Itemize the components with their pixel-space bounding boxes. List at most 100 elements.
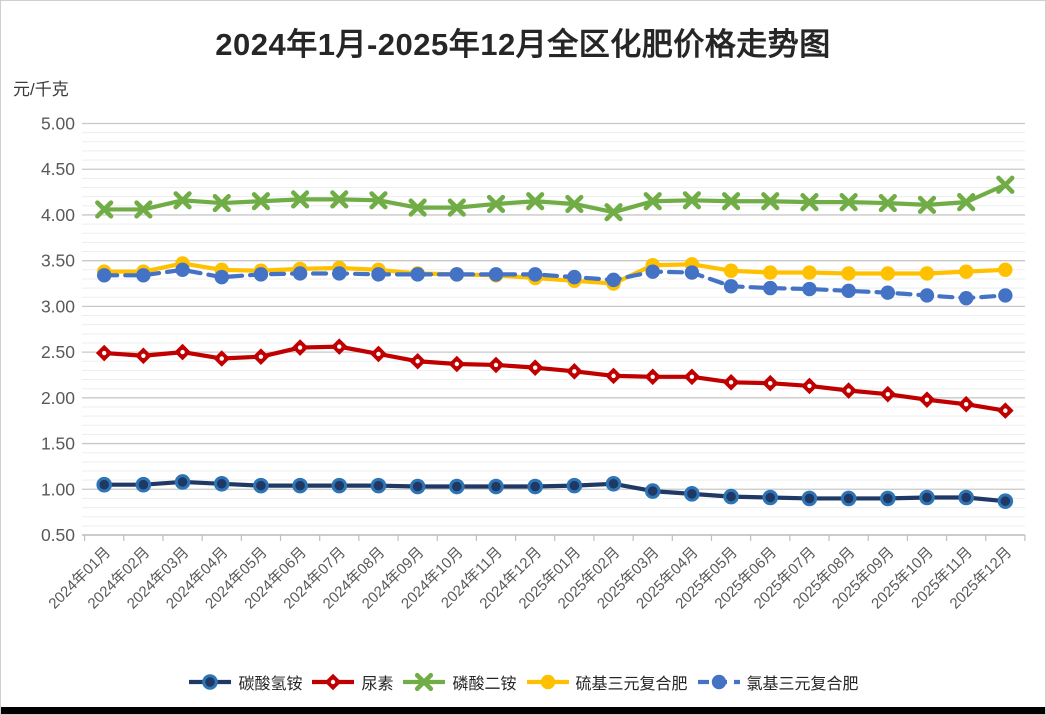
point-diammonium-phosphate-19: [839, 193, 858, 212]
point-diammonium-phosphate-22: [957, 193, 976, 212]
legend-marker-ammonium-bicarbonate: [202, 674, 219, 690]
point-chlorine-based-compound-8: [410, 267, 425, 282]
diamond-center-dot: [376, 351, 381, 357]
legend-marker-diammonium-phosphate: [415, 672, 434, 692]
y-axis-labels: 0.50 1.00 1.50 2.00 2.50 3.00 3.50 4.00 4.50 5.00: [41, 114, 75, 546]
point-chlorine-based-compound-4: [253, 267, 269, 282]
diamond-center-dot: [963, 402, 969, 407]
point-chlorine-based-compound-12: [567, 269, 582, 285]
diamond-center-dot: [493, 362, 499, 368]
point-chlorine-based-compound-21: [919, 288, 935, 303]
y-tick-label: 4.50: [41, 159, 75, 179]
point-diammonium-phosphate-16: [721, 192, 741, 211]
point-chlorine-based-compound-17: [763, 280, 778, 296]
line-diammonium-phosphate: [102, 182, 1008, 215]
point-chlorine-based-compound-19: [841, 283, 856, 299]
point-chlorine-based-compound-9: [449, 267, 465, 282]
point-ammonium-bicarbonate-3: [213, 475, 230, 492]
point-ammonium-bicarbonate-16: [723, 488, 739, 505]
y-tick-label: 3.00: [41, 296, 75, 316]
diamond-center-dot: [807, 383, 812, 389]
legend-item-urea: 尿素: [310, 670, 393, 694]
diamond-center-dot: [337, 344, 342, 349]
point-sulfur-based-compound-17: [763, 265, 778, 280]
point-diammonium-phosphate-1: [134, 200, 153, 219]
point-ammonium-bicarbonate-0: [96, 476, 112, 493]
line-sulfur-based-compound: [102, 261, 1008, 286]
legend-label-diammonium-phosphate: 磷酸二铵: [452, 676, 517, 693]
point-ammonium-bicarbonate-4: [253, 477, 269, 494]
point-ammonium-bicarbonate-8: [409, 478, 426, 495]
point-diammonium-phosphate-11: [526, 192, 545, 211]
point-ammonium-bicarbonate-20: [880, 490, 896, 507]
diamond-center-dot: [689, 374, 695, 380]
point-chlorine-based-compound-20: [880, 285, 895, 300]
point-chlorine-based-compound-23: [998, 288, 1013, 303]
series-chlorine-based-compound: [97, 262, 1013, 306]
point-sulfur-based-compound-22: [958, 264, 974, 279]
legend-item-ammonium-bicarbonate: 碳酸氢铵: [187, 670, 302, 694]
y-tick-label: 4.00: [41, 205, 75, 225]
diamond-center-dot: [141, 353, 146, 358]
chart-legend: 碳酸氢铵 尿素 磷酸二铵 硫基三元复合肥 氯基三元复合肥: [1, 670, 1045, 694]
point-ammonium-bicarbonate-7: [370, 477, 387, 494]
point-diammonium-phosphate-13: [604, 203, 623, 222]
legend-sample-sulfur-based-compound: [526, 674, 569, 690]
diamond-center-dot: [728, 380, 734, 385]
point-sulfur-based-compound-19: [841, 266, 856, 281]
point-ammonium-bicarbonate-10: [488, 478, 504, 495]
point-sulfur-based-compound-18: [802, 265, 817, 280]
diamond-center-dot: [102, 350, 107, 356]
y-tick-label: 2.00: [41, 388, 75, 408]
point-chlorine-based-compound-3: [214, 269, 229, 285]
point-chlorine-based-compound-22: [958, 290, 974, 306]
point-ammonium-bicarbonate-2: [174, 474, 191, 490]
point-ammonium-bicarbonate-14: [644, 483, 661, 499]
point-chlorine-based-compound-11: [527, 267, 543, 282]
legend-label-ammonium-bicarbonate: 碳酸氢铵: [238, 676, 303, 693]
y-tick-label: 2.50: [41, 342, 75, 362]
point-sulfur-based-compound-23: [998, 262, 1013, 278]
legend-sample-diammonium-phosphate: [403, 672, 446, 692]
series-sulfur-based-compound: [97, 256, 1013, 291]
y-tick-label: 0.50: [41, 525, 75, 545]
point-chlorine-based-compound-0: [97, 268, 112, 283]
series-diammonium-phosphate: [95, 175, 1015, 222]
legend-item-sulfur-based-compound: 硫基三元复合肥: [525, 670, 688, 694]
legend-marker-chlorine-based-compound: [711, 674, 726, 690]
diamond-center-dot: [219, 356, 224, 361]
point-ammonium-bicarbonate-11: [527, 478, 543, 495]
point-ammonium-bicarbonate-23: [997, 493, 1014, 509]
point-chlorine-based-compound-1: [136, 268, 151, 283]
y-tick-label: 1.50: [41, 434, 75, 454]
point-ammonium-bicarbonate-17: [762, 489, 779, 506]
point-diammonium-phosphate-0: [95, 200, 114, 219]
point-diammonium-phosphate-20: [878, 193, 897, 213]
diamond-center-dot: [846, 388, 851, 393]
point-diammonium-phosphate-7: [369, 191, 388, 210]
minor-gridlines: [82, 132, 1025, 527]
y-tick-label: 3.50: [41, 251, 75, 271]
y-tick-label: 5.00: [41, 114, 75, 134]
diamond-center-dot: [297, 345, 303, 350]
point-ammonium-bicarbonate-6: [331, 477, 348, 494]
legend-marker-sulfur-based-compound: [540, 674, 555, 690]
legend-label-sulfur-based-compound: 硫基三元复合肥: [575, 676, 688, 693]
point-diammonium-phosphate-3: [212, 193, 231, 213]
diamond-center-dot: [331, 679, 336, 685]
point-ammonium-bicarbonate-9: [449, 478, 465, 495]
point-ammonium-bicarbonate-12: [566, 477, 583, 494]
point-diammonium-phosphate-15: [682, 191, 701, 210]
point-sulfur-based-compound-16: [723, 263, 739, 278]
point-diammonium-phosphate-2: [173, 191, 192, 210]
point-diammonium-phosphate-17: [761, 192, 780, 211]
point-chlorine-based-compound-16: [723, 279, 739, 294]
legend-label-urea: 尿素: [361, 676, 394, 693]
point-diammonium-phosphate-9: [447, 198, 466, 217]
legend-sample-ammonium-bicarbonate: [189, 674, 232, 690]
line-urea: [102, 344, 1008, 413]
diamond-center-dot: [415, 359, 420, 364]
diamond-center-dot: [768, 381, 773, 386]
